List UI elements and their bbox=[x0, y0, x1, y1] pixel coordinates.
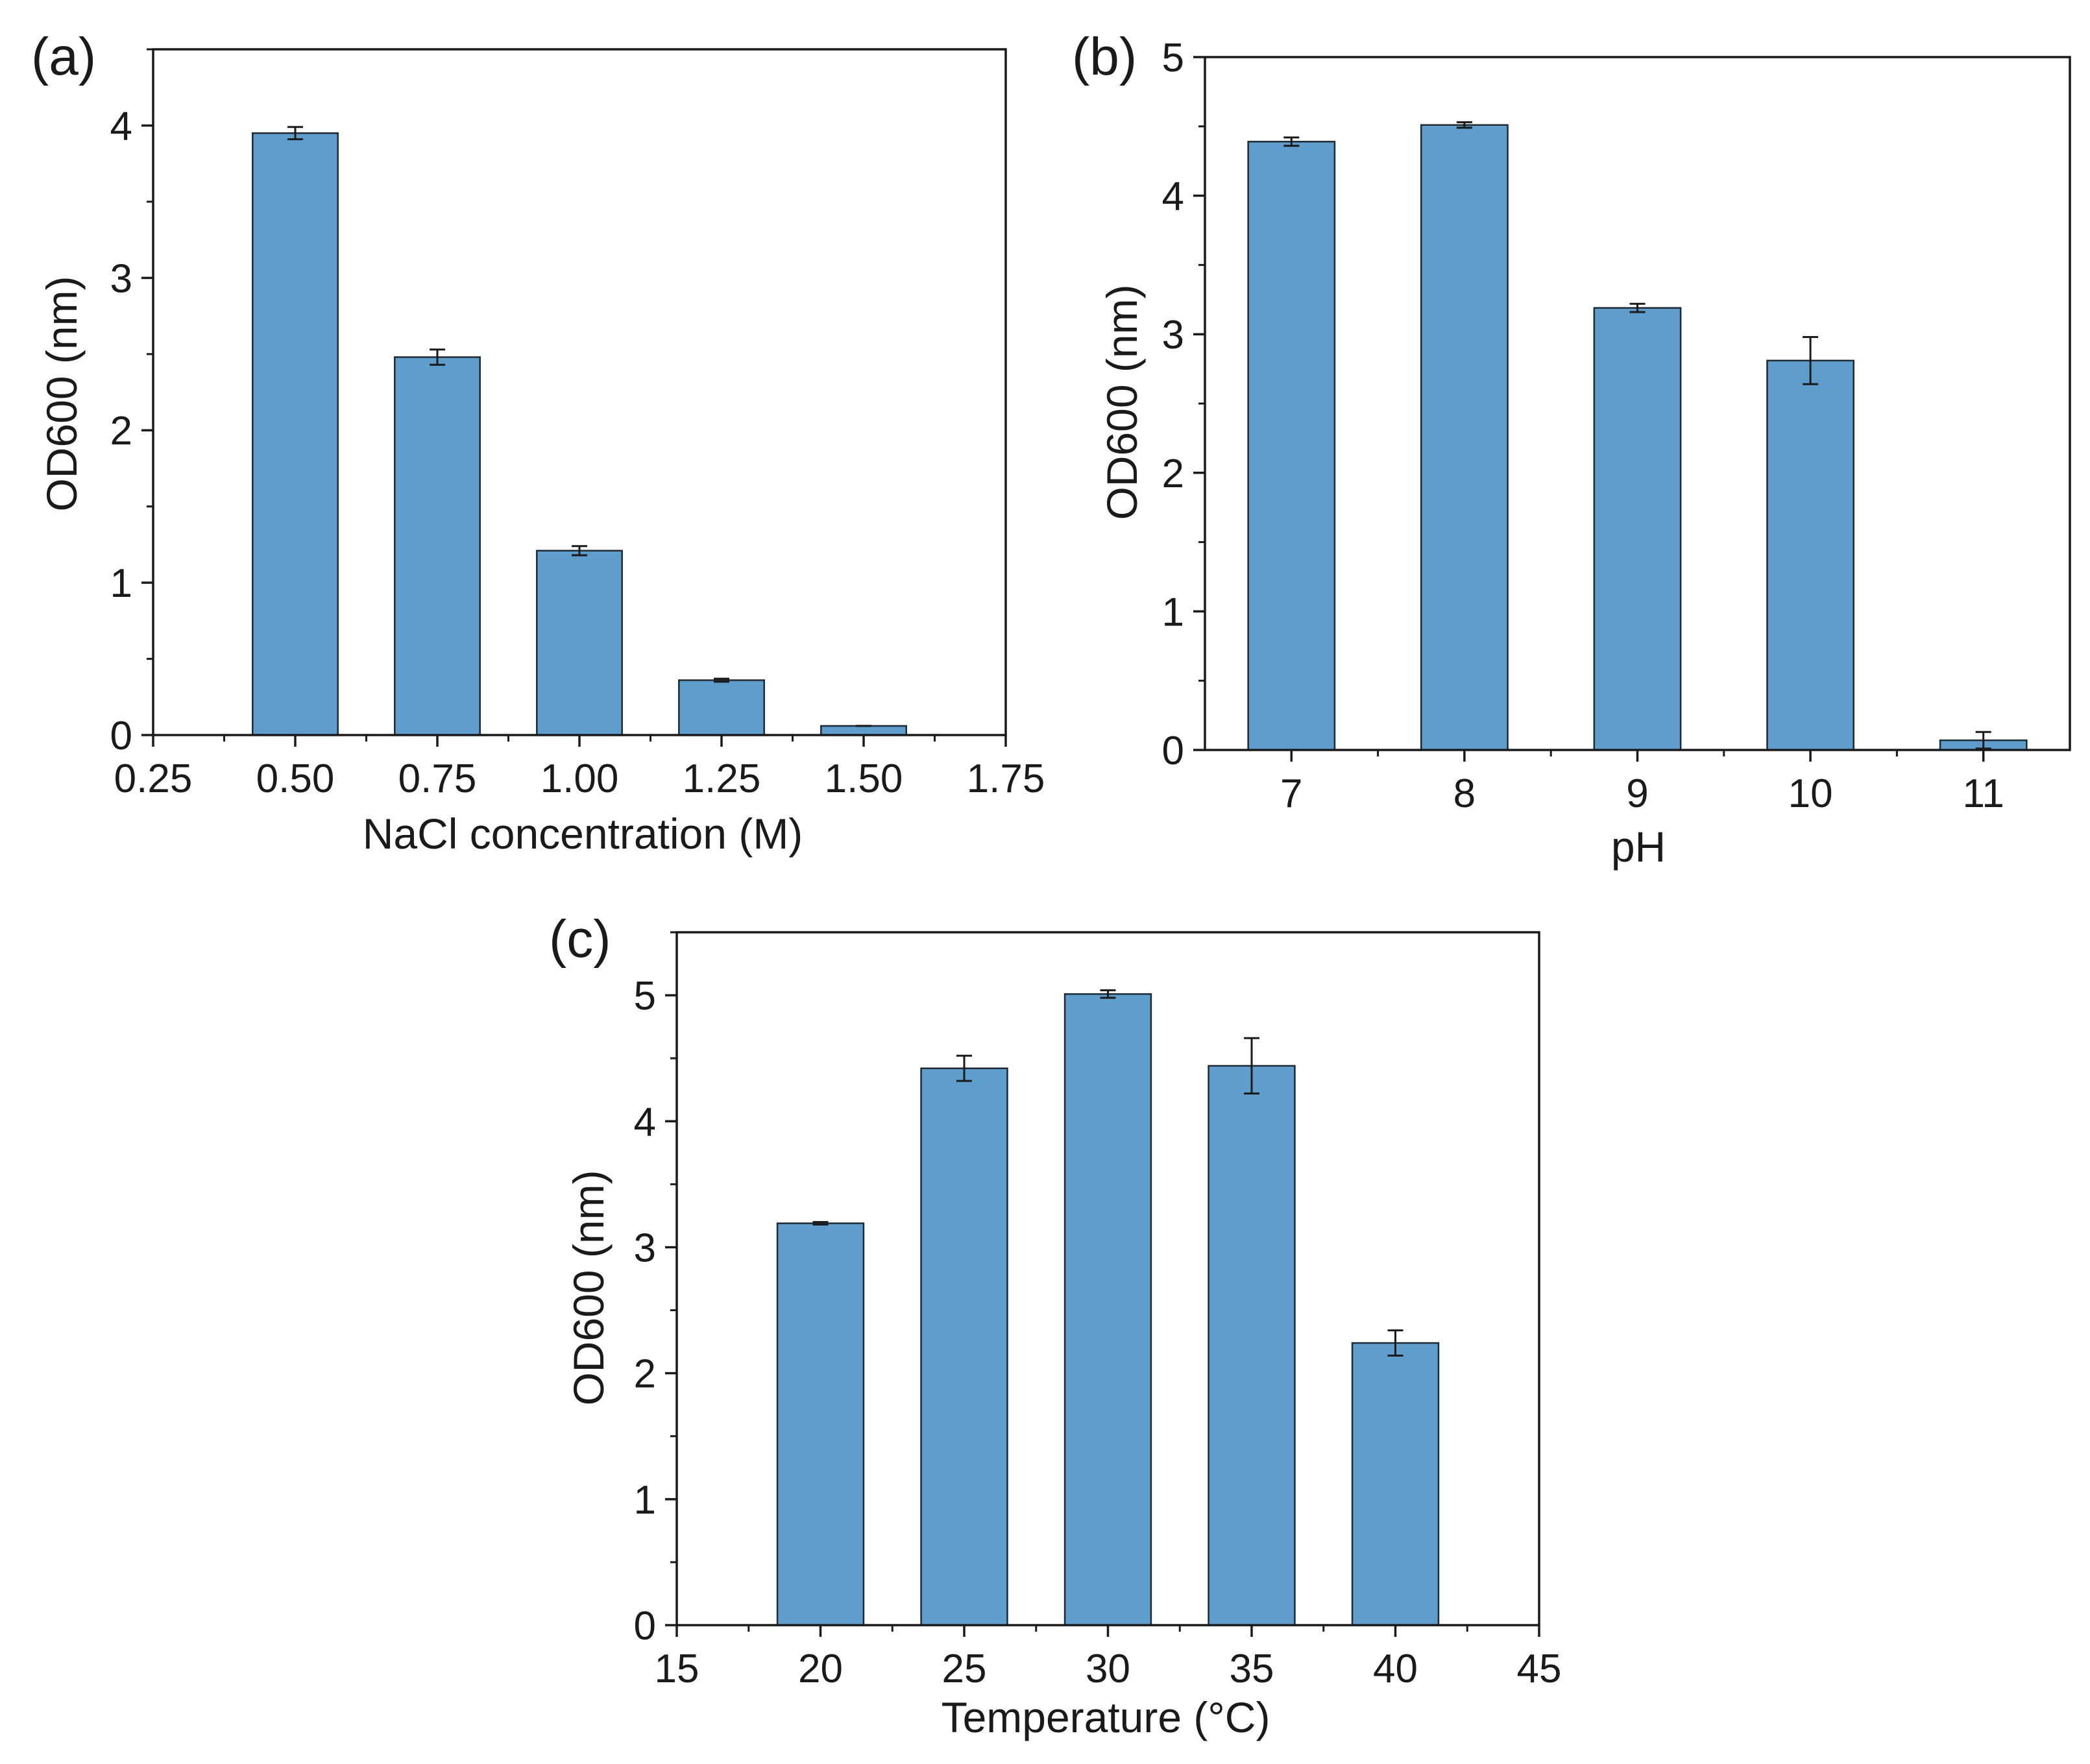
panel-a-y-axis-title: OD600 (nm) bbox=[38, 276, 86, 511]
panel-a-bar bbox=[678, 679, 765, 736]
panel-c-error-bar bbox=[812, 1221, 829, 1226]
panel-a-x-tick-label: 0.50 bbox=[256, 756, 335, 801]
panel-b-x-tick-label: 10 bbox=[1788, 771, 1833, 816]
panel-b-x-tick-label: 8 bbox=[1453, 771, 1476, 816]
panel-c-x-tick-label: 30 bbox=[1086, 1647, 1130, 1691]
panel-a-y-tick-label: 1 bbox=[110, 561, 132, 606]
panel-a-x-tick-label: 0.75 bbox=[398, 756, 477, 801]
panel-c-x-axis-title: Temperature (°C) bbox=[942, 1693, 1270, 1741]
panel-c-y-tick-label: 1 bbox=[634, 1478, 656, 1523]
panel-a-bar bbox=[252, 132, 339, 736]
panel-c-x-tick-label: 20 bbox=[798, 1647, 843, 1691]
panel-a-error-bar bbox=[287, 126, 303, 141]
panel-a-y-tick-label: 0 bbox=[110, 714, 132, 758]
panel-c: (c) Temperature (°C) OD600 (nm) 15 20 25 30… bbox=[549, 910, 1561, 1741]
panel-a-label: (a) bbox=[31, 27, 96, 86]
panel-b-error-bar bbox=[1975, 731, 1991, 750]
panel-b-y-tick-label: 5 bbox=[1162, 36, 1184, 80]
panel-c-error-bar bbox=[1100, 989, 1116, 999]
panel-c-bar bbox=[920, 1067, 1008, 1626]
panel-a-x-tick-label: 1.50 bbox=[825, 756, 903, 801]
panel-a-y-tick-label: 4 bbox=[110, 104, 132, 149]
panel-b-error-bar bbox=[1456, 121, 1472, 129]
panel-a-x-tick-label: 1.00 bbox=[541, 756, 619, 801]
panel-c-x-tick-label: 25 bbox=[942, 1647, 987, 1691]
panel-c-x-tick-label: 35 bbox=[1230, 1647, 1274, 1691]
panel-b-y-tick-label: 1 bbox=[1162, 590, 1184, 634]
panel-a-x-tick-label: 1.25 bbox=[683, 756, 761, 801]
panel-c-y-tick-label: 3 bbox=[634, 1226, 656, 1270]
panel-b-bar bbox=[1247, 141, 1336, 751]
panel-b: (b) pH OD600 (nm) 7 8 9 10 11 0 1 2 3 4 5 bbox=[1072, 27, 2071, 871]
panel-b-label: (b) bbox=[1072, 27, 1137, 86]
panel-a-bar bbox=[536, 550, 623, 736]
panel-b-y-tick-label: 0 bbox=[1162, 729, 1184, 773]
panel-a-y-tick-label: 3 bbox=[110, 256, 132, 301]
panel-b-error-bar bbox=[1803, 335, 1819, 385]
panel-c-y-axis-title: OD600 (nm) bbox=[565, 1170, 613, 1405]
panel-b-y-tick-label: 3 bbox=[1162, 313, 1184, 357]
panel-b-x-tick-label: 7 bbox=[1280, 771, 1302, 816]
panel-c-x-tick-label: 15 bbox=[655, 1647, 699, 1691]
panel-c-label: (c) bbox=[549, 910, 611, 969]
panel-c-y-tick-label: 0 bbox=[634, 1604, 656, 1649]
panel-a-error-bar bbox=[572, 545, 587, 557]
panel-c-error-bar bbox=[1387, 1329, 1403, 1357]
panel-a-error-bar bbox=[430, 348, 445, 366]
panel-c-bar bbox=[1351, 1342, 1440, 1626]
panel-b-y-tick-label: 2 bbox=[1162, 452, 1184, 496]
panel-b-y-axis-title: OD600 (nm) bbox=[1098, 284, 1146, 520]
panel-b-bar bbox=[1420, 124, 1509, 751]
panel-c-y-tick-label: 2 bbox=[634, 1352, 656, 1397]
panel-b-x-tick-label: 11 bbox=[1963, 771, 2004, 816]
panel-a-bar bbox=[820, 725, 907, 736]
panel-b-bar bbox=[1593, 307, 1682, 751]
panel-c-x-tick-label: 45 bbox=[1517, 1647, 1562, 1691]
panel-a-y-tick-label: 2 bbox=[110, 409, 132, 453]
panel-c-error-bar bbox=[956, 1054, 972, 1082]
panel-b-y-tick-label: 4 bbox=[1162, 175, 1184, 219]
panel-c-bar bbox=[776, 1222, 865, 1626]
panel-b-bar bbox=[1766, 359, 1854, 751]
panel-a-error-bar bbox=[714, 677, 729, 683]
panel-a-x-axis-title: NaCl concentration (M) bbox=[363, 810, 803, 858]
panel-c-y-tick-label: 5 bbox=[634, 974, 656, 1019]
panel-a-x-tick-label: 0.25 bbox=[114, 756, 193, 801]
panel-c-bar bbox=[1208, 1065, 1296, 1626]
panel-c-x-tick-label: 40 bbox=[1373, 1647, 1418, 1691]
panel-b-error-bar bbox=[1629, 302, 1646, 313]
panel-b-x-axis-title: pH bbox=[1611, 823, 1666, 871]
panel-c-error-bar bbox=[1244, 1037, 1259, 1095]
panel-b-error-bar bbox=[1283, 136, 1300, 147]
panel-c-y-tick-label: 4 bbox=[634, 1100, 656, 1144]
panel-a-bar bbox=[394, 356, 481, 736]
panel-a-x-tick-label: 1.75 bbox=[967, 756, 1045, 801]
panel-b-x-tick-label: 9 bbox=[1626, 771, 1648, 816]
panel-a: (a) NaCl concentration (M) OD600 (nm) 0.… bbox=[31, 27, 1045, 858]
panel-c-bar bbox=[1063, 993, 1152, 1626]
